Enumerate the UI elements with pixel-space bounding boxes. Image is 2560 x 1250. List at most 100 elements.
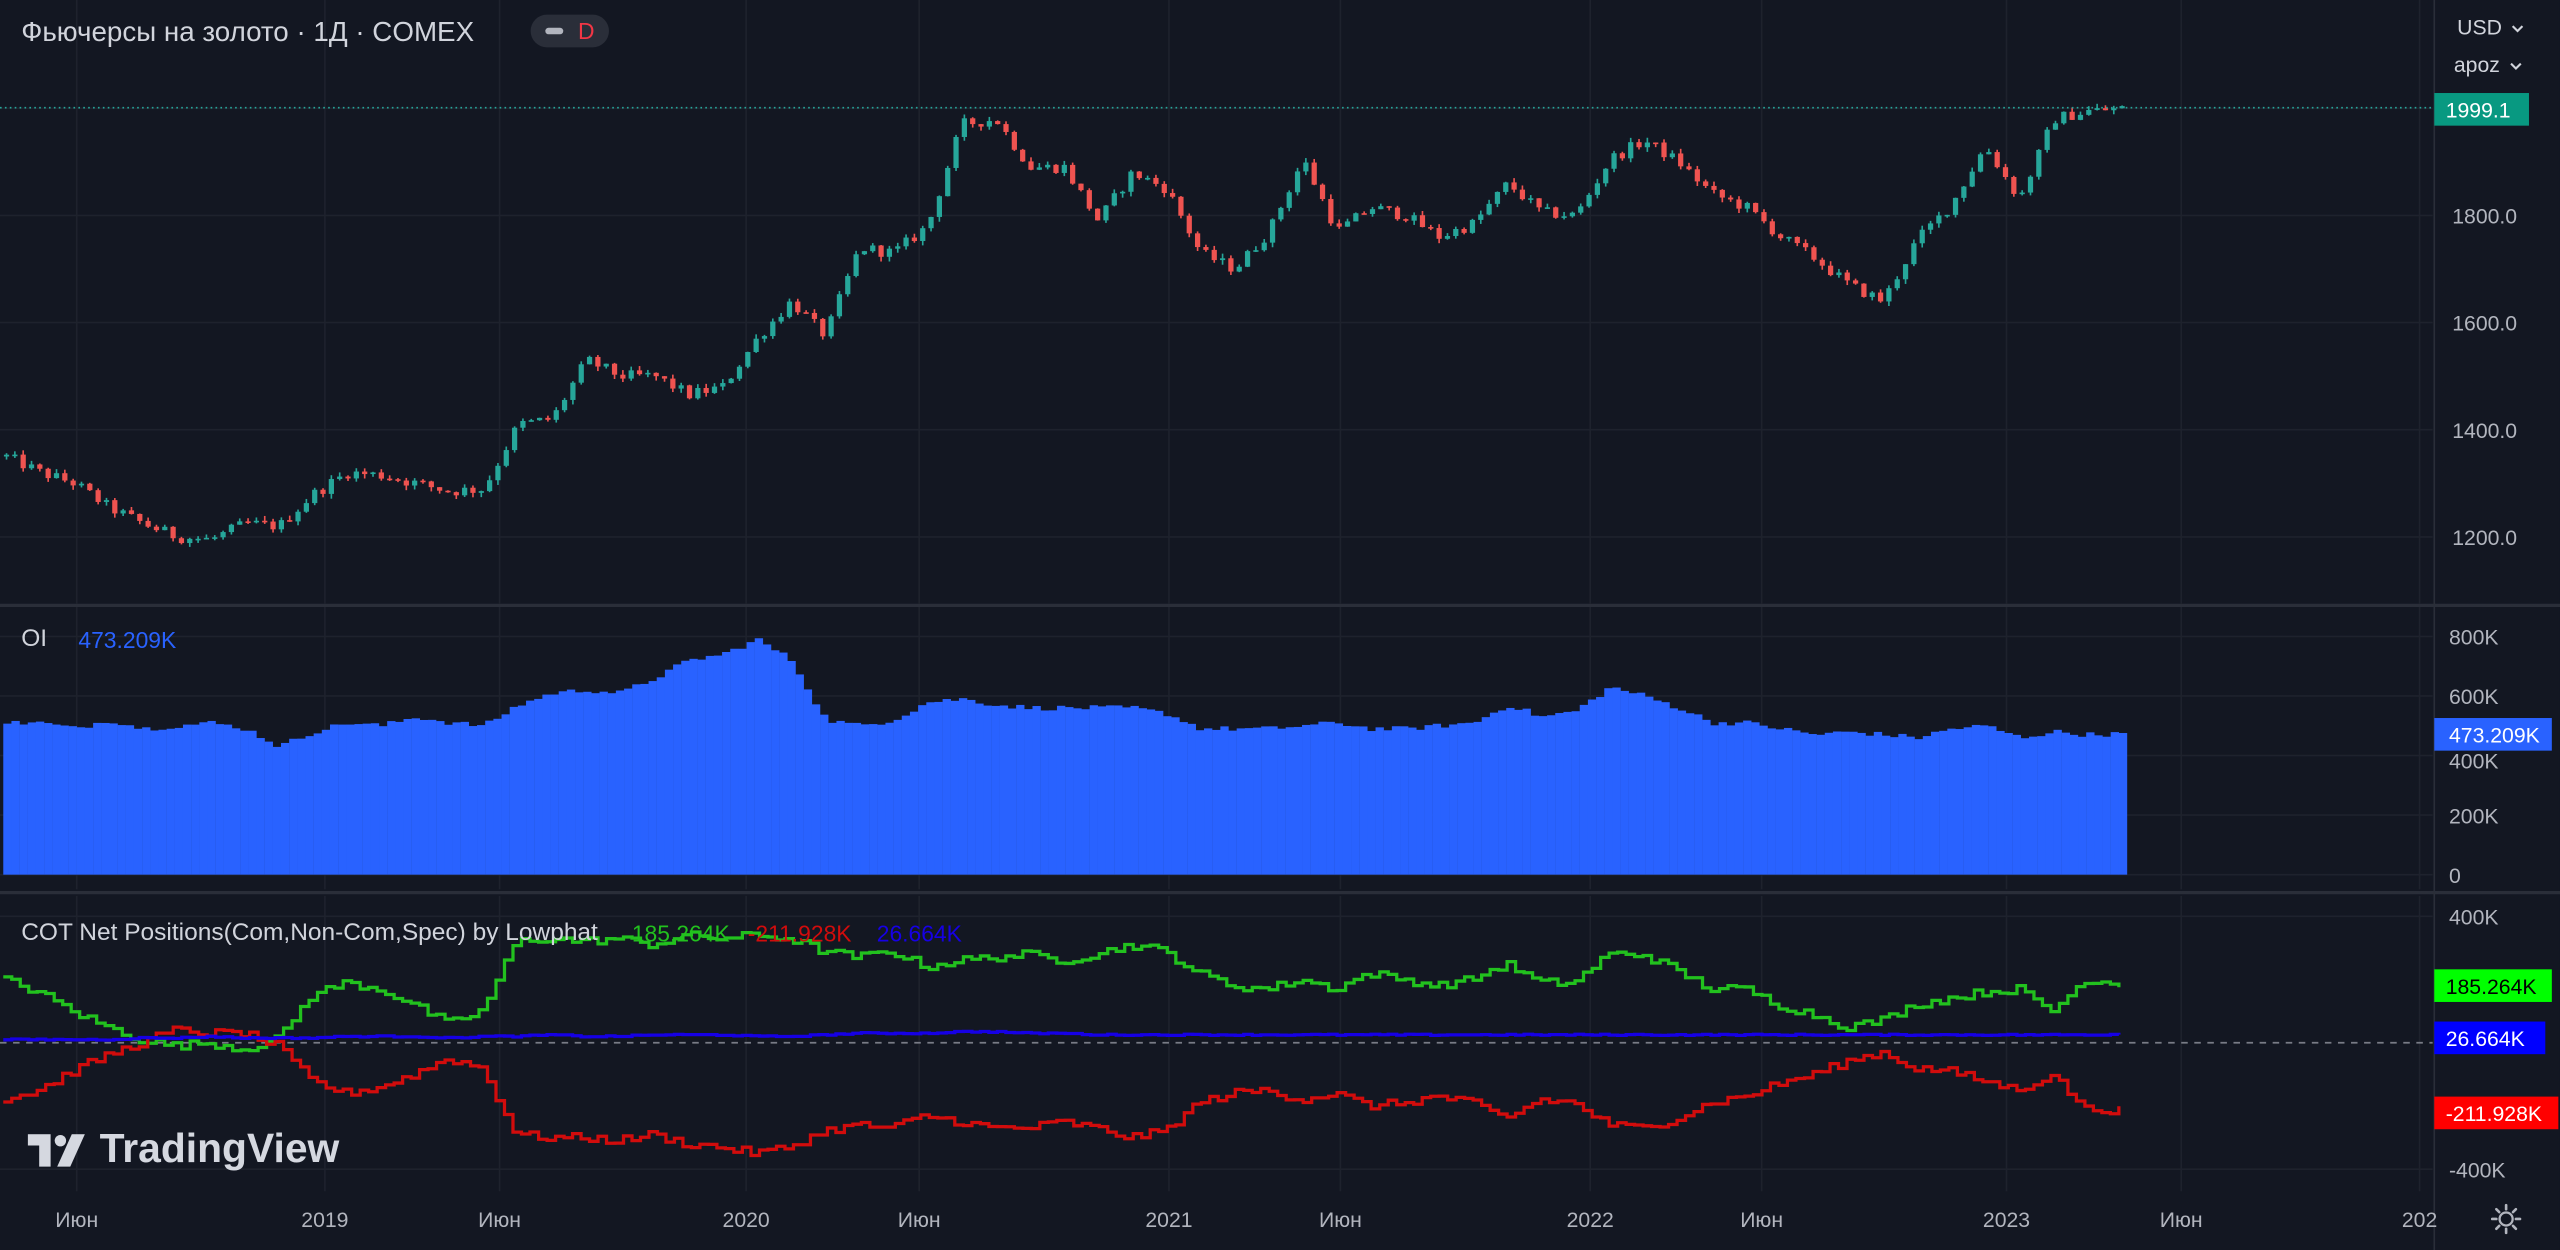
oi-bar bbox=[1261, 726, 1270, 875]
candle-body bbox=[936, 196, 943, 217]
candle-body bbox=[1778, 234, 1784, 239]
price-axis-label: 1200.0 bbox=[2452, 527, 2517, 550]
oi-bar bbox=[1628, 693, 1638, 875]
oi-bar bbox=[411, 718, 421, 875]
currency-selector[interactable]: USD bbox=[2457, 15, 2524, 39]
oi-bar bbox=[1710, 725, 1719, 875]
candle-body bbox=[1902, 264, 1909, 280]
market-status-badge[interactable]: D bbox=[530, 14, 609, 48]
oi-bar bbox=[599, 691, 608, 875]
candle-body bbox=[1678, 153, 1684, 167]
candle-body bbox=[686, 385, 693, 399]
oi-bar bbox=[117, 725, 126, 875]
oi-bar bbox=[297, 738, 306, 875]
candle-body bbox=[303, 503, 309, 512]
candle-body bbox=[620, 374, 626, 379]
candle-body bbox=[1911, 243, 1917, 265]
oi-bar bbox=[191, 724, 200, 875]
candle-body bbox=[720, 383, 726, 387]
oi-bar bbox=[1506, 707, 1515, 875]
x-axis-tick-label: 2023 bbox=[1983, 1209, 2030, 1232]
oi-bar bbox=[558, 691, 568, 875]
oi-bar bbox=[1865, 735, 1874, 875]
oi-bar bbox=[1522, 708, 1531, 875]
oi-bar bbox=[1457, 723, 1466, 875]
oi-axis-label: 800K bbox=[2449, 627, 2499, 650]
oi-bar bbox=[1056, 705, 1066, 875]
oi-bar bbox=[1604, 688, 1613, 875]
oi-bar bbox=[877, 724, 886, 875]
oi-bar bbox=[1677, 710, 1687, 875]
oi-bar bbox=[991, 705, 1000, 875]
candle-body bbox=[1927, 223, 1934, 230]
oi-bar bbox=[321, 729, 331, 875]
oi-bar bbox=[379, 726, 388, 875]
candle-body bbox=[1736, 199, 1742, 209]
candle-body bbox=[1919, 229, 1925, 244]
candle-body bbox=[1711, 185, 1717, 190]
oi-bar bbox=[1269, 726, 1278, 875]
oi-bar bbox=[1653, 700, 1662, 875]
candle-body bbox=[945, 167, 951, 197]
candle-body bbox=[845, 276, 851, 295]
candle-body bbox=[1744, 202, 1750, 209]
chevron-down-icon bbox=[2509, 62, 2522, 70]
candle-body bbox=[370, 472, 376, 475]
oi-bar bbox=[1375, 727, 1384, 875]
candle-body bbox=[1503, 182, 1509, 192]
candle-body bbox=[1020, 149, 1026, 162]
candle-body bbox=[470, 487, 476, 493]
oi-bar bbox=[1187, 723, 1196, 875]
candle-body bbox=[1186, 215, 1192, 234]
oi-bar bbox=[19, 724, 28, 875]
oi-bar bbox=[534, 698, 543, 875]
candle-body bbox=[112, 500, 118, 514]
candle-body bbox=[1594, 183, 1600, 195]
scale-mode-selector[interactable]: apoz bbox=[2454, 52, 2522, 77]
candle-body bbox=[1361, 213, 1367, 215]
oi-bar bbox=[926, 702, 935, 875]
cot-last-label-bg bbox=[2434, 1021, 2546, 1055]
candle-body bbox=[1694, 169, 1700, 182]
oi-bar bbox=[2029, 736, 2038, 875]
oi-bar bbox=[1587, 699, 1597, 875]
oi-bar bbox=[428, 719, 437, 875]
symbol-title[interactable]: Фьючерсы на золото · 1Д · COMEX bbox=[21, 16, 475, 48]
oi-bar bbox=[272, 746, 282, 875]
oi-bar bbox=[542, 694, 551, 875]
watermark-text: TradingView bbox=[99, 1125, 340, 1172]
oi-bar bbox=[583, 691, 592, 875]
candle-body bbox=[1319, 184, 1326, 200]
candle-body bbox=[1403, 219, 1409, 221]
oi-bar bbox=[852, 722, 862, 875]
candle-body bbox=[653, 372, 659, 377]
tradingview-logo-icon bbox=[27, 1133, 85, 1166]
oi-bar bbox=[591, 693, 600, 875]
candle-body bbox=[1561, 216, 1567, 218]
oi-bar bbox=[1898, 733, 1907, 875]
oi-bar bbox=[1832, 731, 1842, 875]
oi-bar bbox=[329, 724, 339, 875]
candle-body bbox=[345, 476, 351, 479]
oi-bar bbox=[1146, 709, 1156, 875]
candle-body bbox=[828, 316, 834, 337]
oi-bar bbox=[1048, 710, 1058, 875]
candle-body bbox=[1378, 206, 1384, 210]
oi-bar bbox=[27, 722, 37, 875]
oi-bar bbox=[901, 715, 911, 875]
candle-body bbox=[1811, 247, 1817, 260]
candle-body bbox=[1128, 171, 1134, 192]
oi-indicator-title[interactable]: OI bbox=[21, 624, 48, 653]
oi-bar bbox=[869, 724, 878, 875]
candle-body bbox=[1578, 206, 1584, 213]
candle-body bbox=[995, 121, 1001, 125]
oi-bar bbox=[1955, 729, 1964, 875]
oi-bar bbox=[1930, 731, 1940, 875]
oi-bar bbox=[1236, 728, 1246, 875]
oi-bar bbox=[215, 724, 224, 875]
oi-bar bbox=[754, 638, 764, 875]
cot-series-line-non-com bbox=[3, 1025, 2121, 1158]
gear-icon[interactable] bbox=[2490, 1203, 2523, 1244]
cot-indicator-title[interactable]: COT Net Positions(Com,Non-Com,Spec) by L… bbox=[21, 918, 598, 947]
